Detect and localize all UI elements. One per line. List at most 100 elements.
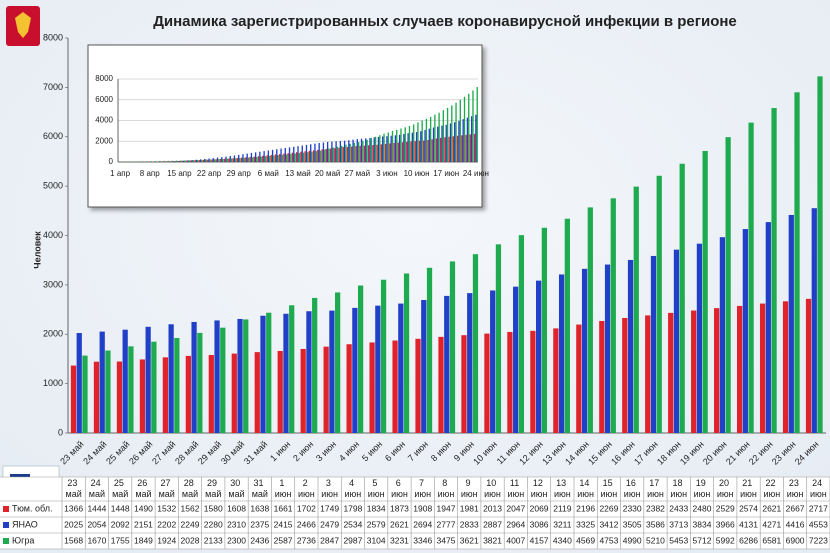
- table-value: 2151: [134, 519, 153, 529]
- bar: [367, 145, 370, 162]
- bar: [209, 159, 212, 162]
- table-value: 2833: [460, 519, 479, 529]
- bar: [246, 153, 248, 162]
- table-header: 7 июн: [414, 478, 431, 499]
- bar: [428, 128, 430, 162]
- table-value: 1947: [437, 503, 456, 513]
- bar: [435, 138, 438, 162]
- table-value: 1661: [274, 503, 293, 513]
- bar: [191, 321, 197, 433]
- bar: [270, 154, 272, 162]
- bar: [384, 143, 387, 162]
- bar: [470, 116, 473, 162]
- bar: [372, 145, 374, 162]
- bar: [558, 274, 565, 433]
- bar: [264, 156, 267, 162]
- bar: [204, 158, 206, 162]
- table-header: 23 май: [66, 478, 82, 499]
- x-tick-label: 24 июн: [463, 169, 489, 178]
- table-value: 4553: [809, 519, 828, 529]
- bar: [380, 279, 387, 433]
- table-value: 4990: [623, 535, 642, 545]
- bar: [564, 218, 570, 433]
- table-value: 1490: [134, 503, 153, 513]
- table-header: 18 июн: [670, 478, 687, 499]
- table-value: 2269: [599, 503, 618, 513]
- bar: [411, 132, 414, 162]
- table-value: 4416: [786, 519, 805, 529]
- bar: [178, 160, 181, 162]
- bar: [456, 135, 459, 162]
- bar: [133, 161, 135, 162]
- bar: [343, 140, 346, 162]
- bar: [811, 208, 817, 433]
- bar: [467, 293, 473, 433]
- bar: [434, 114, 436, 162]
- bar: [691, 310, 697, 433]
- bar: [407, 133, 409, 162]
- bar: [245, 157, 247, 162]
- bar: [314, 143, 316, 162]
- bar: [633, 186, 639, 433]
- bar: [475, 114, 477, 162]
- bar: [334, 148, 336, 162]
- bar: [387, 132, 389, 162]
- table-value: 5210: [646, 535, 665, 545]
- bar: [449, 123, 452, 162]
- table-value: 3086: [530, 519, 549, 529]
- bar: [266, 155, 268, 162]
- x-tick-label: 15 апр: [167, 169, 192, 178]
- bar: [295, 152, 298, 162]
- bar: [302, 152, 305, 162]
- bar: [285, 154, 288, 162]
- table-value: 1580: [204, 503, 223, 513]
- table-value: 6900: [786, 535, 805, 545]
- x-tick-label: 6 май: [258, 169, 279, 178]
- table-value: 2375: [250, 519, 269, 529]
- bar: [466, 117, 469, 162]
- bar: [82, 355, 88, 433]
- table-value: 3412: [599, 519, 618, 529]
- bar: [237, 318, 243, 433]
- bar: [335, 141, 337, 162]
- bar: [469, 134, 471, 162]
- table-header: 26 май: [135, 478, 151, 499]
- bar: [201, 159, 203, 162]
- bar: [794, 92, 800, 433]
- bar: [240, 157, 243, 162]
- table-value: 2964: [506, 519, 525, 529]
- bar: [346, 146, 349, 162]
- bar: [256, 156, 258, 162]
- bar: [437, 126, 439, 162]
- bar: [355, 146, 357, 162]
- bar: [257, 156, 260, 162]
- bar: [137, 161, 140, 162]
- bar: [536, 280, 542, 433]
- bar: [396, 129, 398, 162]
- bar: [160, 161, 162, 162]
- table-value: 2717: [809, 503, 828, 513]
- bar: [392, 340, 398, 433]
- legend-swatch: [3, 522, 9, 528]
- bar: [162, 357, 168, 433]
- table-value: 2777: [437, 519, 456, 529]
- bar: [324, 149, 326, 162]
- bar: [462, 119, 464, 162]
- table-value: 1562: [181, 503, 200, 513]
- bar: [541, 227, 547, 433]
- bar: [298, 153, 301, 162]
- bar: [208, 158, 210, 162]
- table-value: 3211: [553, 519, 572, 529]
- table-header: 1 июн: [275, 478, 292, 499]
- table-value: 4569: [576, 535, 595, 545]
- x-tick-label: 10 июн: [404, 169, 430, 178]
- bar: [817, 76, 823, 433]
- bar: [357, 142, 360, 162]
- bar: [429, 116, 432, 162]
- bar: [192, 160, 195, 162]
- bar: [173, 161, 175, 162]
- bar: [736, 305, 743, 433]
- bar: [305, 144, 308, 162]
- table-value: 3821: [483, 535, 502, 545]
